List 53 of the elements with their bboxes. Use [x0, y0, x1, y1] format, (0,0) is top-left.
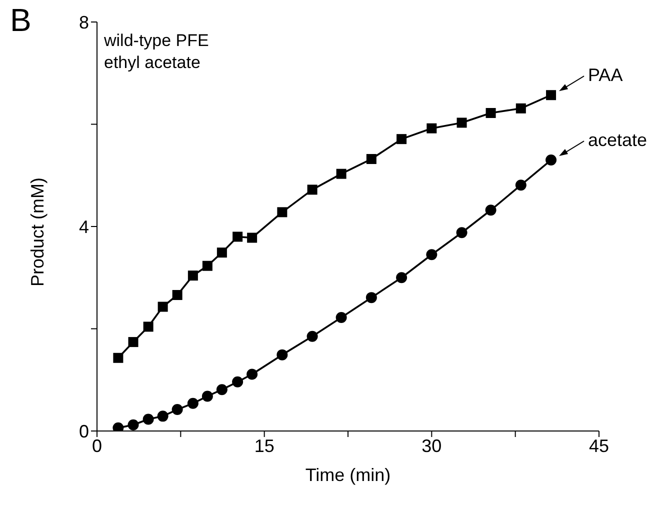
point [336, 168, 346, 179]
text: B [10, 2, 32, 39]
point [426, 123, 437, 134]
y-tick-label: 8 [78, 12, 89, 32]
point [202, 260, 212, 271]
x-tick-label: 0 [92, 436, 102, 456]
point [143, 322, 154, 332]
point [216, 248, 227, 258]
point [277, 207, 288, 218]
point [128, 337, 138, 348]
point [202, 390, 213, 402]
point [546, 90, 556, 100]
point [142, 414, 154, 425]
x-tick-label: 30 [422, 436, 442, 456]
point [172, 290, 182, 300]
point [232, 232, 243, 242]
annotation: ethyl acetate [104, 52, 202, 74]
point [426, 249, 438, 260]
point [546, 154, 557, 166]
point [157, 410, 168, 422]
annotation: PAA [588, 65, 623, 86]
point [172, 404, 183, 416]
point [396, 134, 407, 144]
x-axis-title: Time (min) [305, 465, 391, 485]
point [366, 154, 376, 164]
point [396, 272, 408, 284]
point [247, 232, 258, 243]
point [486, 108, 496, 118]
point [456, 118, 467, 128]
point [366, 292, 377, 304]
point [158, 302, 168, 312]
annotation: wild-type PFE [104, 30, 209, 52]
point [188, 270, 198, 281]
point [187, 398, 198, 409]
x-tick-label: 15 [254, 436, 274, 456]
y-tick-label: 0 [78, 421, 89, 442]
point [128, 419, 139, 430]
point [336, 312, 347, 324]
annotation: acetate [588, 130, 648, 150]
point [246, 368, 258, 380]
point [232, 376, 244, 388]
point [216, 384, 228, 396]
point [113, 352, 124, 363]
x-tick-label: 45 [588, 436, 610, 456]
point [307, 184, 318, 195]
y-axis-title: Product (mM) [27, 177, 48, 286]
point [516, 103, 526, 114]
point [456, 227, 468, 238]
point [485, 204, 496, 216]
point [276, 349, 288, 360]
y-tick-label: 4 [78, 216, 89, 237]
point [515, 180, 526, 191]
point [306, 330, 318, 342]
